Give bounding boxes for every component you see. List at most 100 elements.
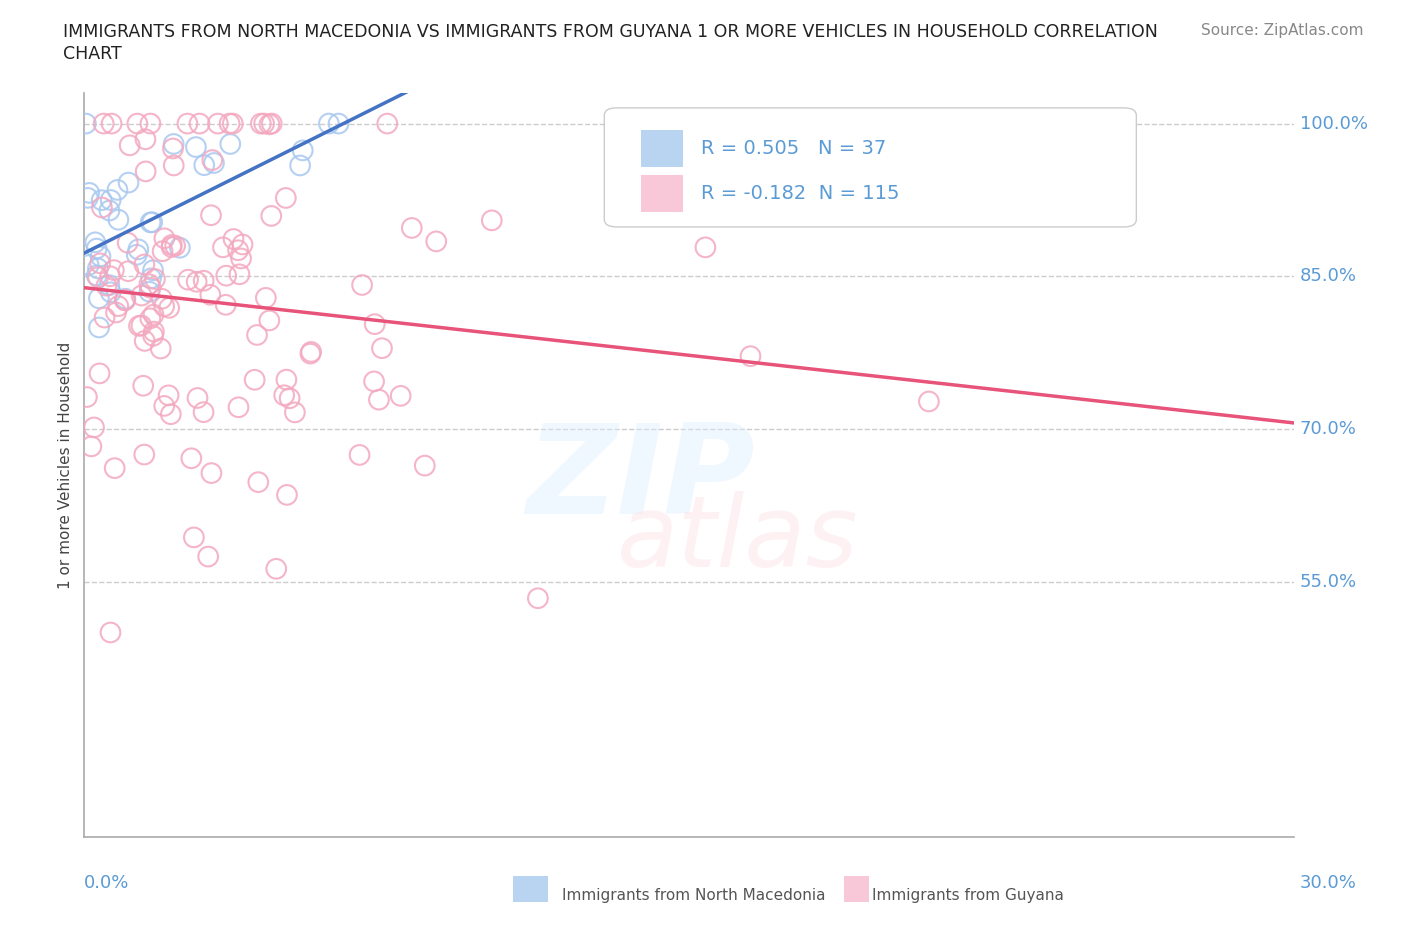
Point xyxy=(278,391,301,405)
Text: ZIP: ZIP xyxy=(526,419,755,540)
Point xyxy=(318,116,340,131)
FancyBboxPatch shape xyxy=(605,108,1136,227)
Point xyxy=(180,451,202,466)
Text: IMMIGRANTS FROM NORTH MACEDONIA VS IMMIGRANTS FROM GUYANA 1 OR MORE VEHICLES IN : IMMIGRANTS FROM NORTH MACEDONIA VS IMMIG… xyxy=(63,23,1159,41)
Point xyxy=(139,280,162,295)
Point xyxy=(229,251,252,266)
Point xyxy=(132,379,155,393)
Point xyxy=(128,318,150,333)
Point xyxy=(218,116,240,131)
Point xyxy=(77,185,100,200)
Point xyxy=(231,237,253,252)
Point xyxy=(84,235,107,250)
Point xyxy=(153,299,176,313)
Point xyxy=(184,140,207,154)
Point xyxy=(364,317,387,332)
Point xyxy=(150,291,173,306)
Point xyxy=(149,341,172,356)
Point xyxy=(157,388,180,403)
Point xyxy=(89,256,111,271)
Point xyxy=(243,372,266,387)
Point xyxy=(117,235,139,250)
Point xyxy=(200,287,222,302)
Point xyxy=(291,143,314,158)
Point xyxy=(135,164,157,179)
Point xyxy=(157,300,180,315)
Point xyxy=(117,175,139,190)
Text: 55.0%: 55.0% xyxy=(1299,573,1357,591)
Point xyxy=(114,293,136,308)
Point xyxy=(76,191,98,206)
Point xyxy=(103,262,125,277)
Point xyxy=(87,320,110,335)
Point xyxy=(91,200,114,215)
Point xyxy=(193,405,215,419)
Point xyxy=(222,232,245,246)
Text: Source: ZipAtlas.com: Source: ZipAtlas.com xyxy=(1201,23,1364,38)
Point xyxy=(186,391,208,405)
Point xyxy=(93,310,115,325)
Point xyxy=(273,388,295,403)
Point xyxy=(96,278,118,293)
Point xyxy=(152,244,174,259)
Point xyxy=(299,346,322,361)
Point xyxy=(143,272,166,286)
Point xyxy=(139,215,162,230)
FancyBboxPatch shape xyxy=(641,130,683,167)
Point xyxy=(299,344,322,359)
Point xyxy=(250,116,273,131)
Text: CHART: CHART xyxy=(63,45,122,62)
Point xyxy=(254,290,277,305)
Point xyxy=(188,116,211,131)
Point xyxy=(134,447,156,462)
Point xyxy=(127,116,149,131)
Point xyxy=(264,562,287,577)
Text: 30.0%: 30.0% xyxy=(1299,874,1357,892)
Point xyxy=(163,137,186,152)
Point xyxy=(153,398,176,413)
Point xyxy=(93,116,115,131)
Point xyxy=(207,116,229,131)
Point xyxy=(80,439,103,454)
Point xyxy=(215,298,238,312)
Text: 85.0%: 85.0% xyxy=(1299,268,1357,286)
Point xyxy=(105,305,128,320)
Point xyxy=(246,327,269,342)
Point xyxy=(222,116,245,131)
Text: Immigrants from Guyana: Immigrants from Guyana xyxy=(872,888,1063,903)
Point xyxy=(328,116,350,131)
Point xyxy=(200,466,222,481)
Point xyxy=(77,258,100,272)
Point xyxy=(228,267,250,282)
Point xyxy=(76,390,98,405)
Point xyxy=(86,268,108,283)
Point xyxy=(276,487,298,502)
Point xyxy=(98,278,121,293)
Point xyxy=(918,394,941,409)
Point xyxy=(160,240,183,255)
Point xyxy=(274,191,297,206)
Point xyxy=(117,264,139,279)
Point xyxy=(139,116,162,131)
Point xyxy=(87,270,110,285)
Point xyxy=(162,141,184,156)
Point xyxy=(107,299,129,313)
Point xyxy=(527,591,550,605)
Point xyxy=(371,340,394,355)
Point xyxy=(288,158,311,173)
Point xyxy=(349,447,371,462)
Point xyxy=(131,318,153,333)
Point xyxy=(186,274,208,289)
Point xyxy=(200,207,222,222)
Point xyxy=(134,257,156,272)
Y-axis label: 1 or more Vehicles in Household: 1 or more Vehicles in Household xyxy=(58,341,73,589)
Point xyxy=(139,271,162,286)
Point xyxy=(401,220,423,235)
Point xyxy=(75,116,97,131)
Point xyxy=(253,116,276,131)
Point xyxy=(142,328,165,343)
Point xyxy=(363,374,385,389)
Point xyxy=(202,155,225,170)
Point xyxy=(100,625,122,640)
Point xyxy=(260,208,283,223)
